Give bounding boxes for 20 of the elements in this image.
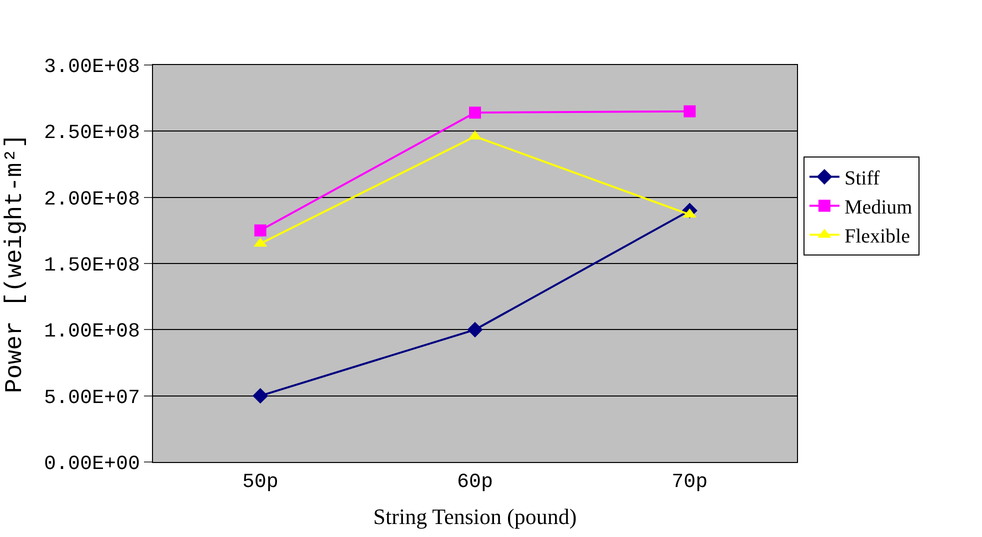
y-tick-label: 1.50E+08 — [44, 254, 140, 278]
y-tick-label: 5.00E+07 — [44, 386, 140, 410]
y-tick-label: 2.00E+08 — [44, 188, 140, 212]
point — [684, 105, 696, 118]
y-axis-title: Power [(weight-m²] — [2, 134, 30, 394]
point — [469, 106, 481, 119]
y-tick-label: 1.00E+08 — [44, 320, 140, 344]
point — [467, 322, 483, 338]
x-tick-label: 60p — [456, 471, 494, 494]
y-tick-label: 3.00E+08 — [44, 56, 140, 79]
point — [252, 388, 268, 404]
y-tick-label: 0.00E+00 — [44, 453, 140, 476]
legend-label: Flexible — [844, 226, 910, 248]
x-axis-title: String Tension (pound) — [373, 504, 577, 529]
y-tick-label: 2.50E+08 — [44, 122, 140, 146]
x-tick-label: 70p — [672, 471, 708, 494]
legend-label: Medium — [844, 196, 913, 219]
point — [254, 224, 266, 236]
legend-label: Stiff — [844, 168, 880, 190]
x-tick-label: 50p — [242, 471, 278, 494]
